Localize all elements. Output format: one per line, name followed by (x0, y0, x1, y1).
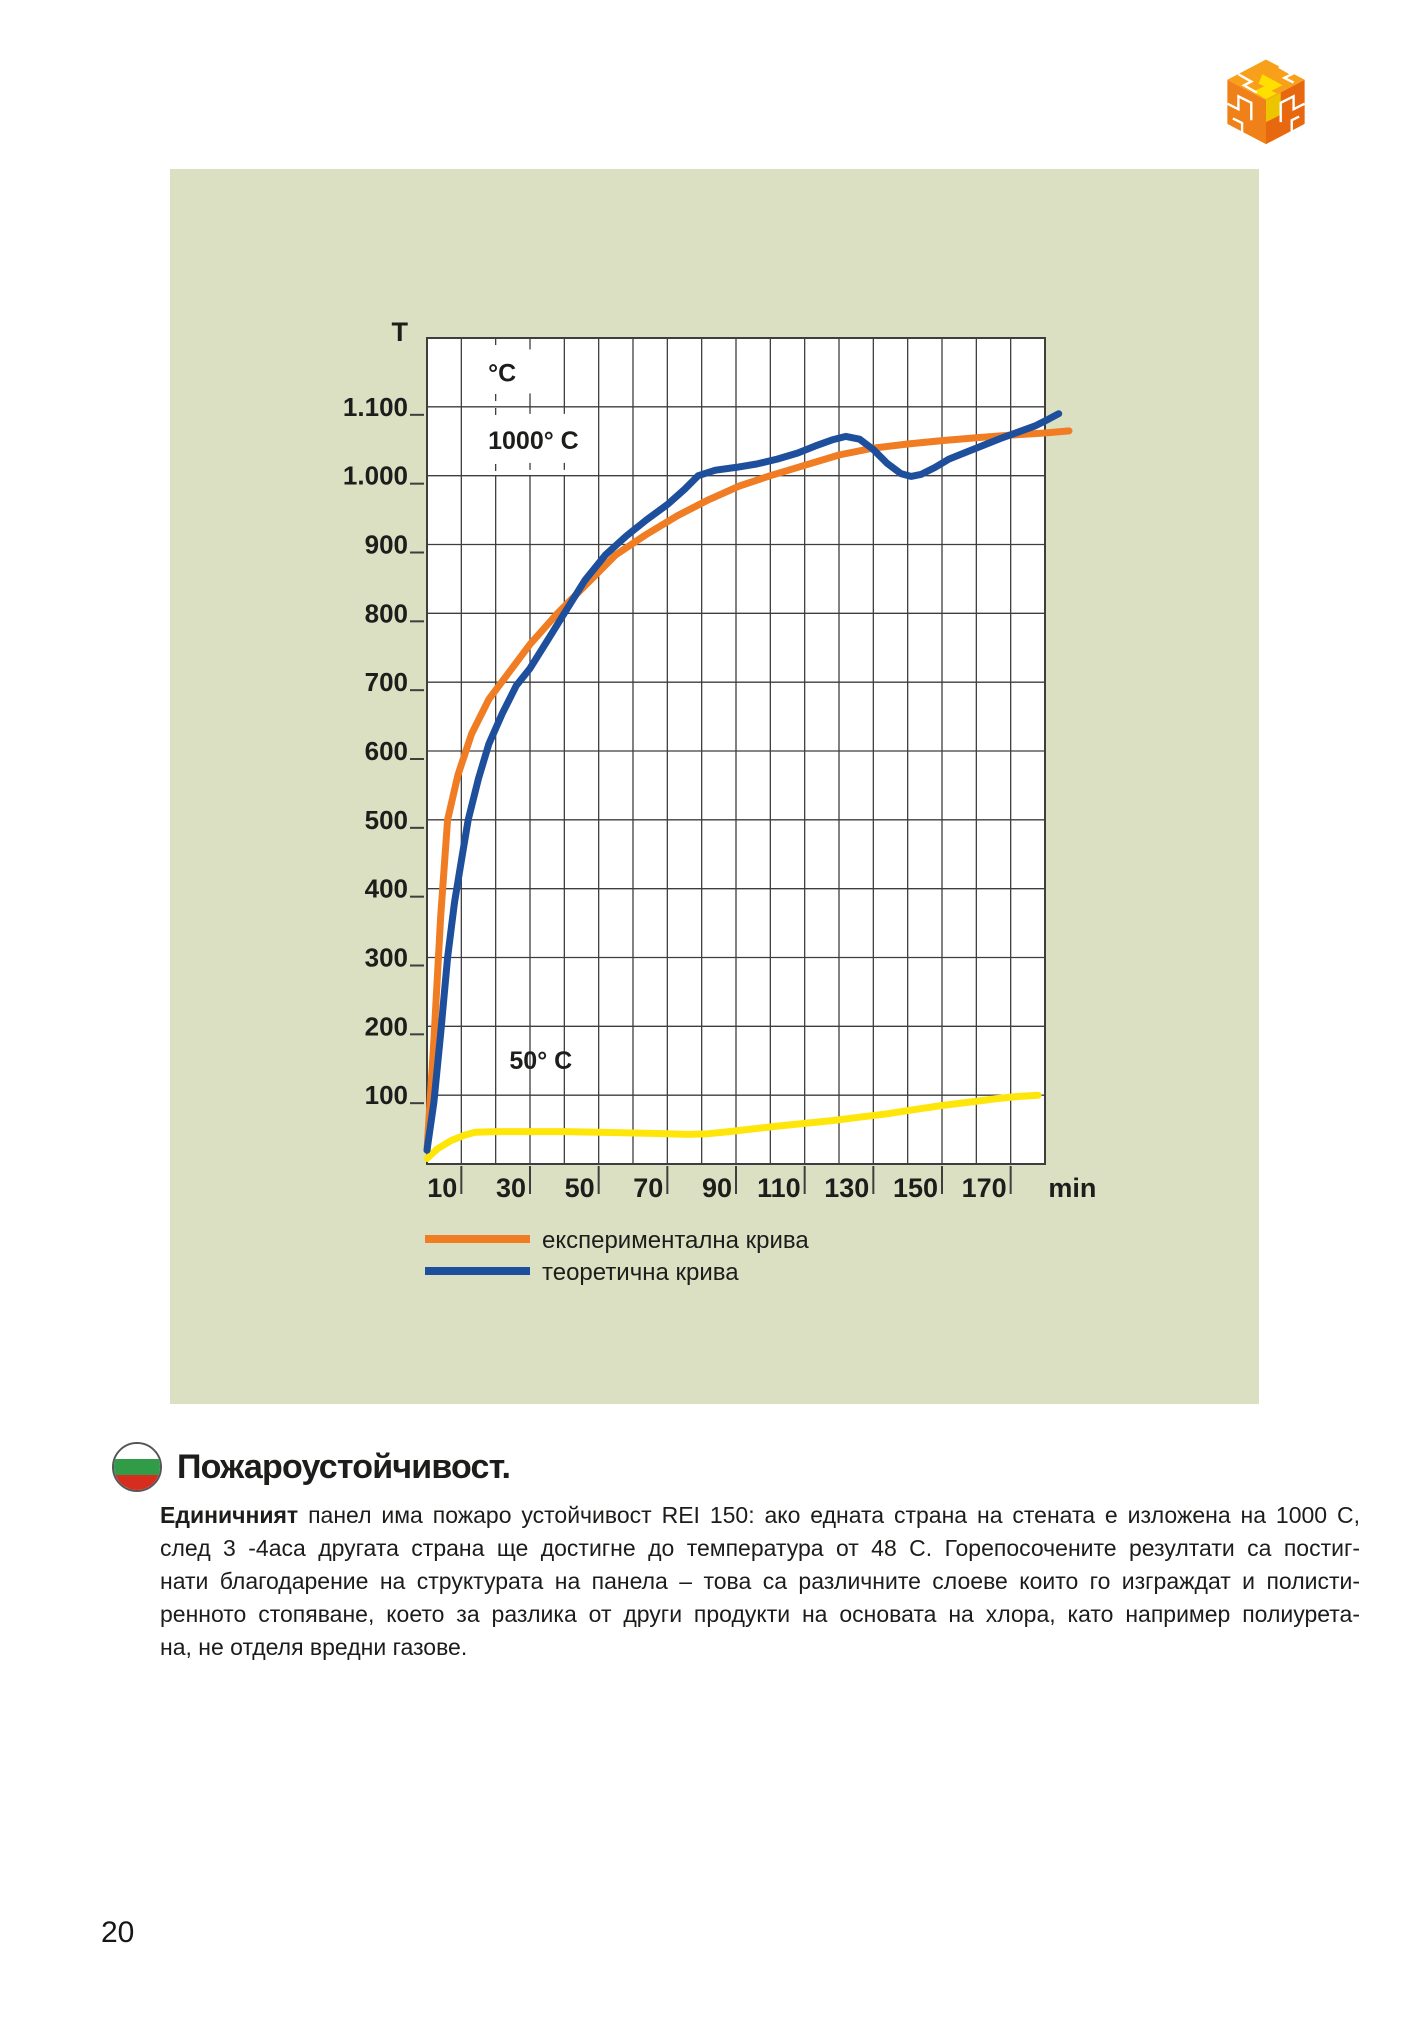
flag-stripe-green (114, 1459, 160, 1475)
annotation-backdrop (482, 349, 541, 394)
y-tick-label: 500 (365, 805, 408, 835)
legend-label: експериментална крива (542, 1227, 809, 1254)
x-tick-label: 30 (496, 1173, 526, 1203)
y-tick-label: 600 (365, 736, 408, 766)
series-curves (423, 410, 1073, 1162)
x-tick-label: 130 (824, 1173, 869, 1203)
x-tick-label: 90 (702, 1173, 732, 1203)
flag-stripe-red (114, 1474, 160, 1490)
y-tick-label: 100 (365, 1080, 408, 1110)
x-tick-label: 70 (633, 1173, 663, 1203)
plot-border (426, 337, 1046, 1165)
chart-legend: експериментална крива теоретична крива (425, 1227, 809, 1286)
paragraph-lead-word: Единичният (160, 1502, 299, 1528)
y-tick-label: 1.100 (343, 392, 408, 422)
theoretical-curve (423, 410, 1063, 1154)
experimental-curve (423, 427, 1073, 1154)
y-tick-label: 800 (365, 598, 408, 628)
legend-label: теоретична крива (542, 1259, 739, 1286)
y-tick-label: 700 (365, 667, 408, 697)
x-tick-label: 150 (893, 1173, 938, 1203)
y-tick-label: 400 (365, 874, 408, 904)
page-number: 20 (101, 1916, 135, 1949)
x-axis: 10 30 50 70 90 110 130 150 170 min (427, 1166, 1096, 1203)
x-tick-label: 10 (427, 1173, 457, 1203)
chart-annotation: 50° C (509, 1047, 572, 1075)
chart-panel: T 1.100 1.000 900 800 700 600 500 400 300 200 100 10… (170, 169, 1259, 1404)
chart-annotation: 1000° C (488, 427, 579, 455)
paragraph-line: Единичният панел има пожаро устойчивост … (160, 1499, 1360, 1532)
cube-yellow-piece-side (1266, 92, 1281, 123)
x-tick-label: 170 (962, 1173, 1007, 1203)
cube-left-face (1227, 79, 1266, 145)
section-heading-row: Пожароустойчивост. (112, 1442, 511, 1492)
temperature-chart: T 1.100 1.000 900 800 700 600 500 400 300 200 100 10… (343, 317, 1097, 1286)
cold-side-curve (423, 1091, 1042, 1162)
section-title: Пожароустойчивост. (177, 1447, 511, 1486)
annotation-backdrop (482, 416, 593, 461)
x-tick-label: 110 (757, 1173, 801, 1203)
y-tick-label: 900 (365, 530, 408, 560)
vertical-gridlines (460, 338, 1012, 1164)
y-tick-label: 300 (365, 943, 408, 973)
paragraph-line-text: панел има пожаро устойчивост REI 150: ак… (308, 1502, 1360, 1528)
y-axis: T 1.100 1.000 900 800 700 600 500 400 300 200 100 (343, 317, 424, 1110)
paragraph-line: нати благодарение на структурата на пане… (160, 1568, 1360, 1594)
y-tick-label: 1.000 (343, 461, 408, 491)
paragraph-line: след 3 -4аса другата страна ще достигне … (160, 1535, 1360, 1561)
y-axis-title: T (392, 317, 409, 347)
cube-seams (1226, 65, 1306, 134)
body-paragraph: Единичният панел има пожаро устойчивост … (160, 1499, 1360, 1664)
flag-stripe-white (114, 1444, 160, 1460)
chart-annotation: °C (488, 359, 516, 387)
chart-annotations: °C 1000° C 50° C (482, 349, 593, 1075)
bulgarian-flag-icon (112, 1442, 162, 1492)
puzzle-cube-logo (1226, 59, 1306, 145)
y-tick-label: 200 (365, 1011, 408, 1041)
paragraph-line: ренното стопяване, което за разлика от д… (160, 1601, 1360, 1627)
x-axis-unit-label: min (1048, 1173, 1096, 1203)
x-tick-label: 50 (565, 1173, 595, 1203)
paragraph-line: на, не отделя вредни газове. (160, 1634, 468, 1660)
cube-yellow-piece-top (1253, 74, 1283, 100)
